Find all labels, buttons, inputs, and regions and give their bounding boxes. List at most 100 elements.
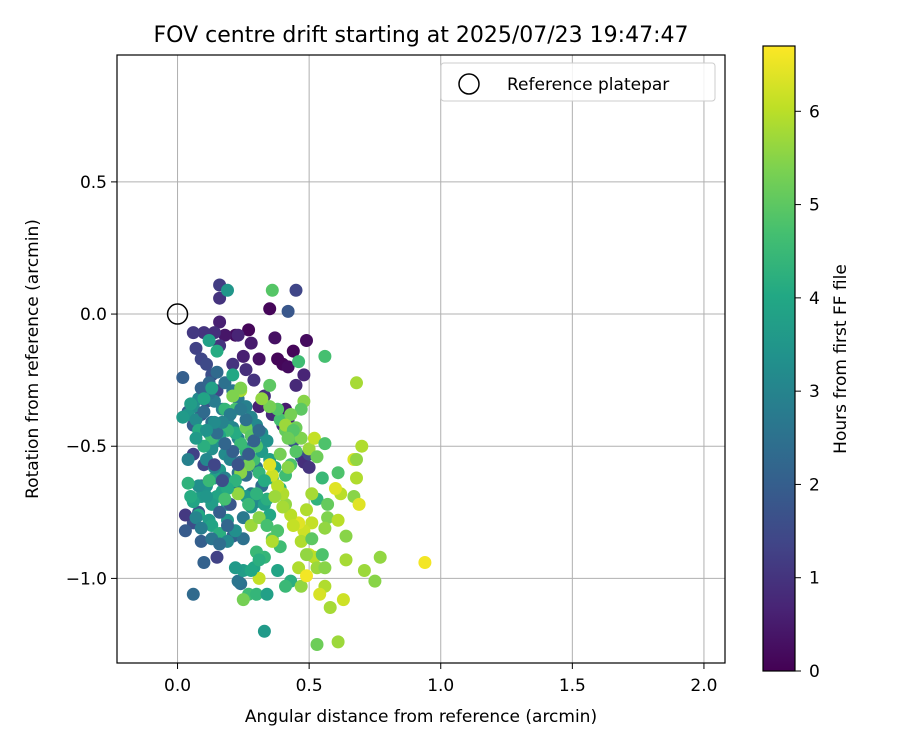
data-point (315, 471, 329, 485)
data-point (310, 638, 324, 651)
data-point (368, 574, 382, 588)
data-point (302, 460, 316, 474)
data-point (223, 408, 237, 421)
data-point (252, 511, 266, 525)
data-point (205, 519, 219, 532)
data-point (297, 368, 311, 382)
data-point (226, 389, 240, 403)
reference-platepar-marker (166, 303, 189, 325)
data-point (213, 505, 227, 519)
chart-title: FOV centre drift starting at 2025/07/23 … (154, 23, 689, 48)
data-point (281, 431, 295, 445)
data-point (260, 587, 274, 601)
colorbar-tick-label: 0 (809, 662, 820, 682)
data-point (263, 302, 277, 316)
data-point (236, 593, 250, 607)
data-point (336, 593, 350, 607)
data-point (221, 283, 234, 297)
legend-reference-marker (458, 73, 480, 95)
data-point (213, 291, 227, 305)
data-point (210, 550, 224, 564)
data-point (263, 458, 277, 472)
data-point (210, 426, 224, 440)
data-point (313, 587, 327, 601)
data-point (279, 579, 292, 593)
data-point (200, 490, 213, 503)
data-point (276, 500, 290, 514)
data-point (294, 534, 308, 548)
data-point (265, 534, 279, 548)
data-point (305, 532, 319, 546)
data-point (186, 587, 200, 601)
data-point (263, 508, 277, 522)
data-point (218, 437, 232, 451)
data-point (226, 357, 240, 371)
grid-lines (117, 55, 725, 663)
colorbar-tick-label: 6 (809, 102, 820, 122)
data-point (242, 497, 256, 511)
data-point (236, 511, 250, 525)
colorbar: 0 1 2 3 4 5 6 Hours from first FF file (762, 45, 851, 682)
data-point (236, 532, 250, 546)
data-point (252, 553, 266, 567)
data-point (192, 479, 206, 493)
data-point (197, 405, 211, 419)
data-point (244, 336, 258, 350)
data-point (226, 368, 240, 382)
data-point (242, 458, 256, 472)
data-point (221, 519, 234, 532)
legend-box (440, 62, 716, 102)
data-point (228, 561, 242, 575)
data-point (186, 326, 200, 340)
x-tick-label: 0.0 (164, 676, 191, 696)
data-point (184, 490, 198, 503)
data-point (210, 344, 224, 358)
data-point (239, 413, 253, 427)
data-point (210, 365, 224, 379)
data-point (350, 453, 363, 466)
data-point (247, 373, 261, 387)
data-point (252, 423, 266, 437)
data-point (271, 479, 285, 493)
data-point (318, 561, 332, 575)
colorbar-frame (762, 45, 796, 672)
data-point (207, 415, 221, 429)
data-point (373, 550, 387, 564)
data-point (265, 283, 279, 297)
data-point (273, 447, 287, 461)
data-point (200, 423, 213, 437)
data-point (292, 355, 306, 369)
data-point (300, 334, 313, 347)
data-point (215, 474, 229, 488)
data-point (226, 445, 240, 458)
data-point (202, 474, 216, 488)
data-point (331, 635, 345, 649)
data-point (286, 344, 300, 358)
legend: Reference platepar (440, 62, 716, 102)
data-point (257, 624, 271, 638)
data-point (234, 381, 248, 395)
data-point (300, 569, 313, 583)
data-point (263, 400, 277, 414)
data-point (231, 574, 245, 588)
data-point (260, 519, 274, 532)
x-tick-label: 1.0 (427, 676, 454, 696)
data-point (189, 511, 203, 525)
data-point (305, 487, 319, 501)
colorbar-tick-label: 2 (809, 475, 820, 495)
data-point (286, 519, 300, 532)
data-point (418, 556, 432, 569)
data-point (250, 487, 263, 501)
colorbar-tick-label: 1 (809, 569, 820, 589)
data-point (176, 371, 190, 384)
data-point (207, 458, 221, 472)
data-point (181, 453, 195, 466)
data-point (321, 511, 335, 525)
data-point (189, 413, 203, 427)
data-point (197, 439, 211, 453)
data-point (352, 497, 366, 511)
data-point (310, 450, 324, 464)
data-point (331, 466, 345, 480)
colorbar-ticks: 0 1 2 3 4 5 6 (795, 102, 820, 682)
